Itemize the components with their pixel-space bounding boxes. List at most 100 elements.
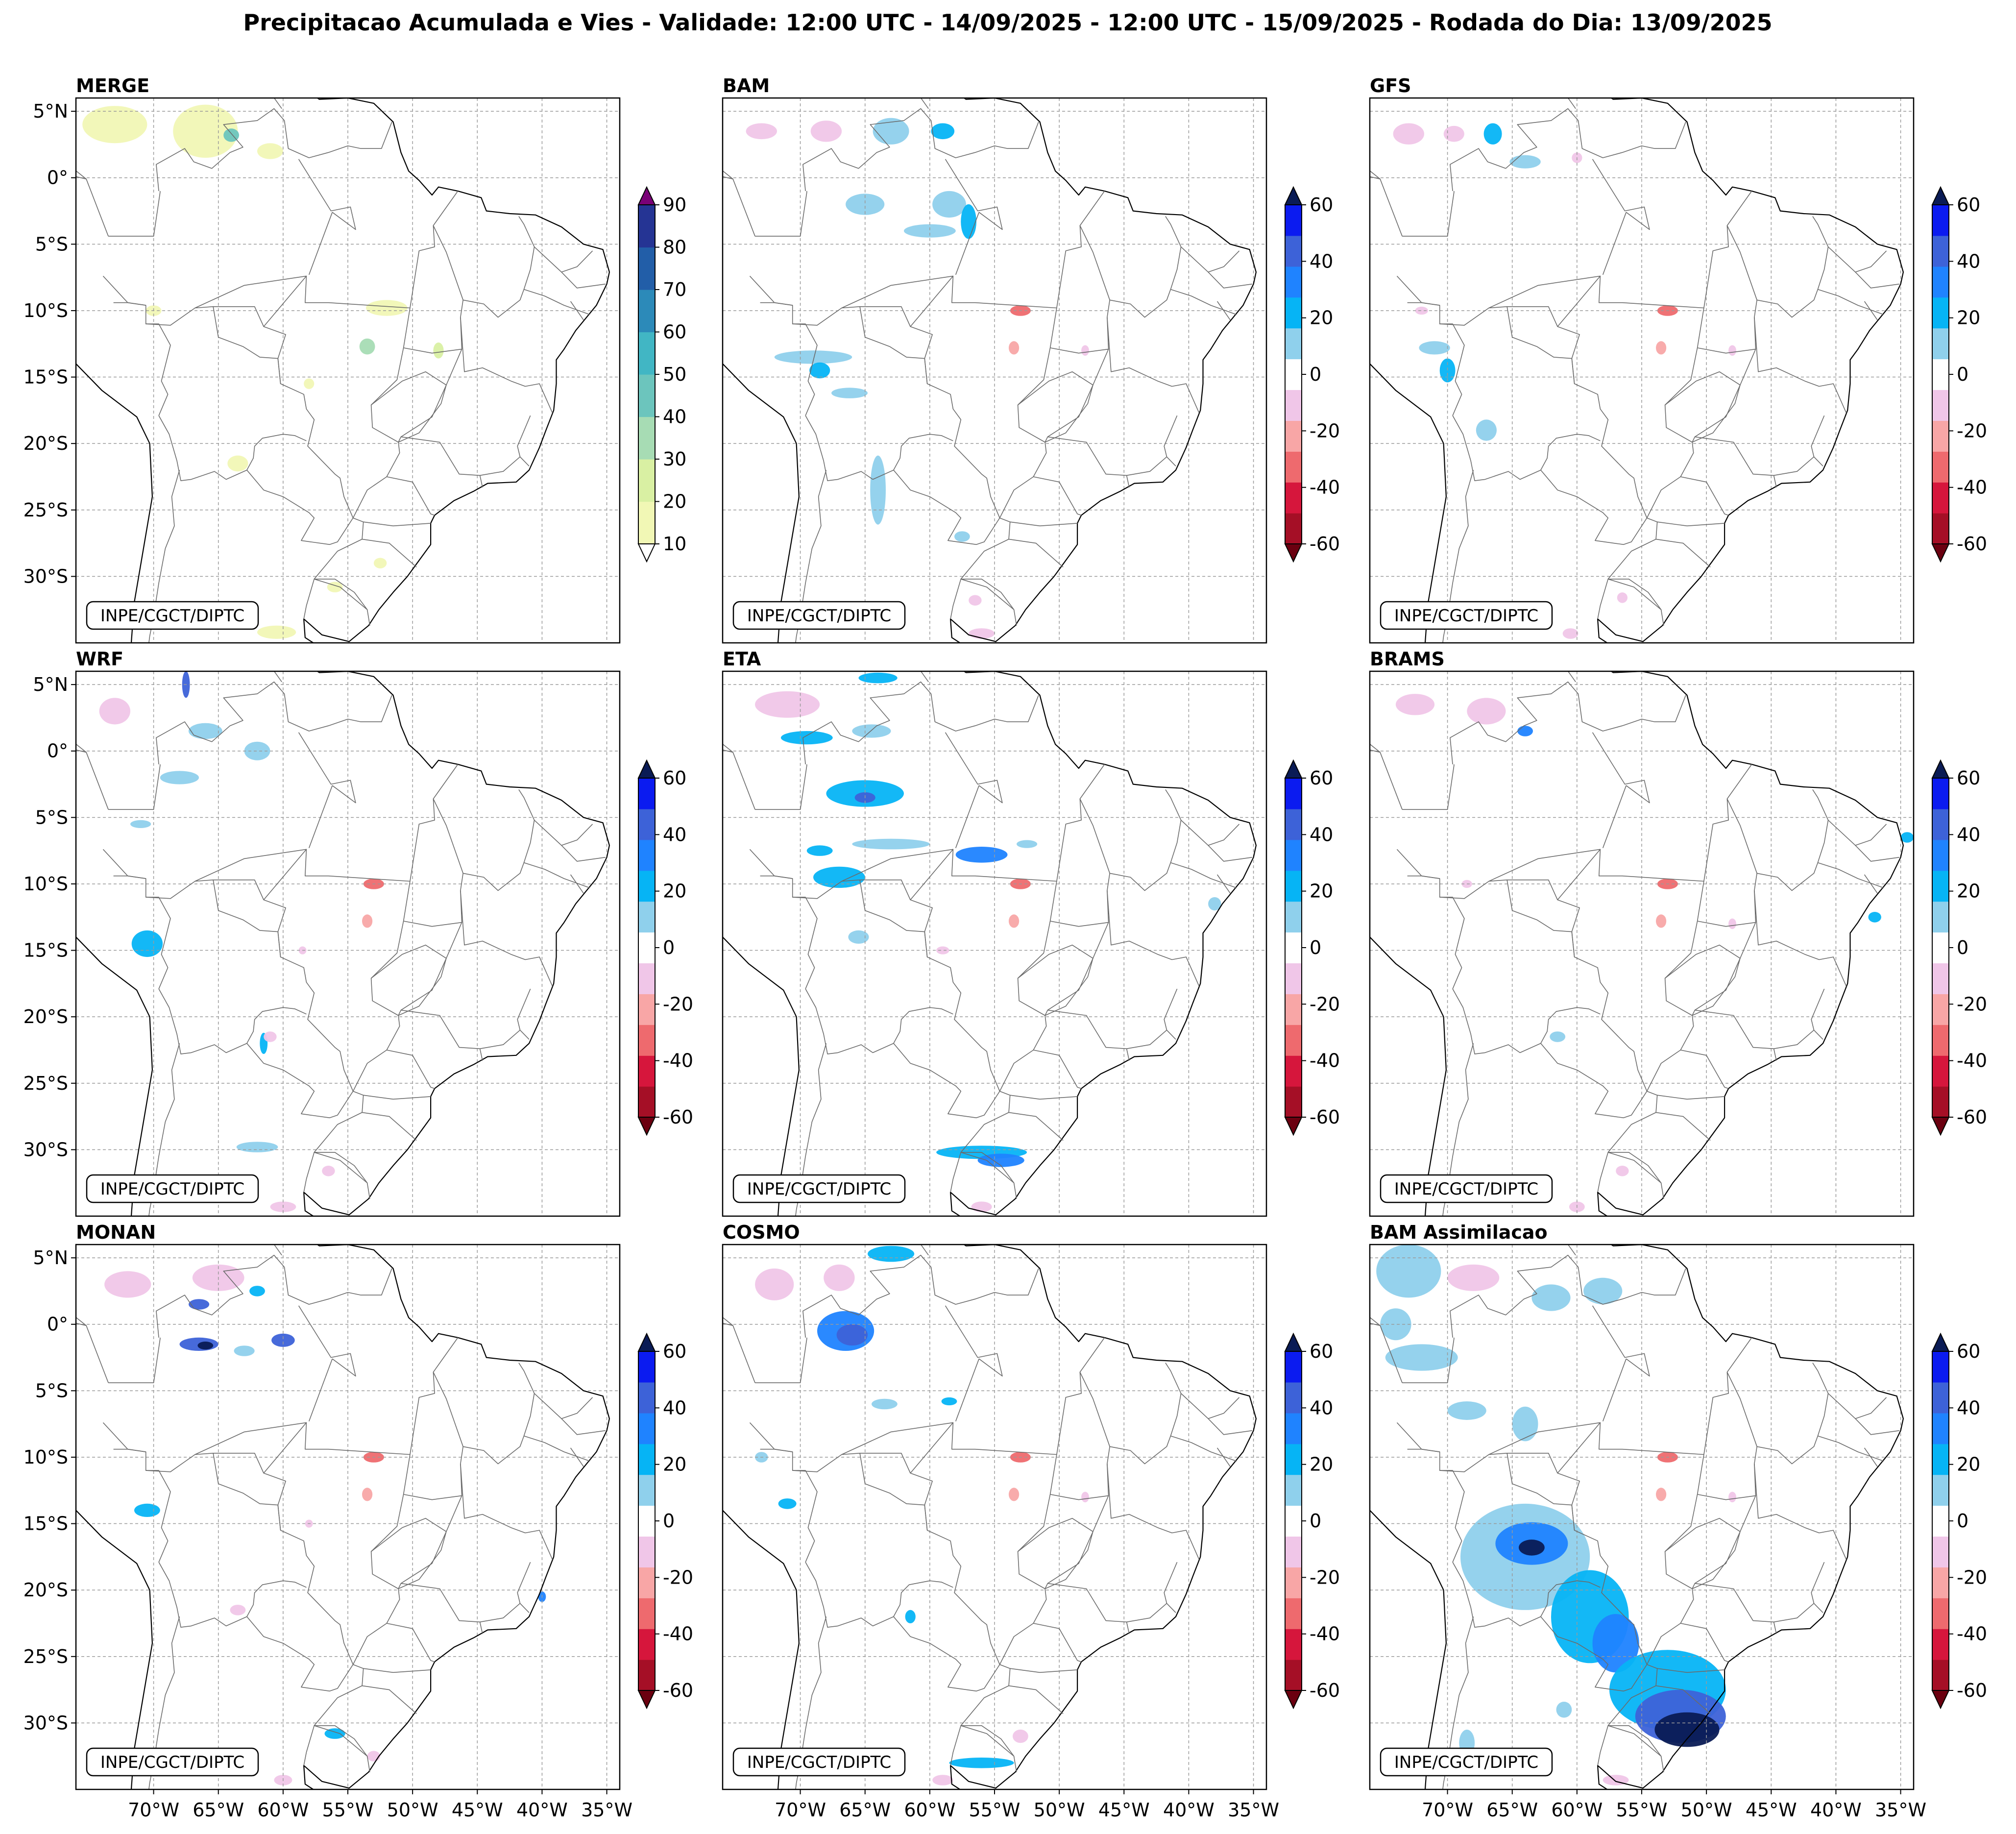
border-line xyxy=(1370,170,1403,237)
colorbar-tick-label: 20 xyxy=(1957,307,1980,329)
border-line xyxy=(463,216,535,318)
field-blob xyxy=(932,1775,953,1785)
field-blob xyxy=(1556,1702,1572,1718)
field-blob xyxy=(1656,1488,1667,1501)
field-blob xyxy=(1395,694,1435,715)
border-line xyxy=(1008,1685,1064,1714)
atlantic-coastline xyxy=(303,1245,610,1789)
border-line xyxy=(1602,1358,1627,1421)
colorbar-segment xyxy=(1285,205,1302,236)
border-line xyxy=(156,108,392,191)
field-blob xyxy=(373,558,387,569)
field-blob xyxy=(780,731,833,745)
border-line xyxy=(841,275,1057,309)
colorbar: 10 20 30 40 50 60 70 80 90 xyxy=(637,186,686,563)
lat-tick-label: 20°S xyxy=(24,1006,68,1027)
border-line xyxy=(1079,764,1105,799)
border-line xyxy=(352,881,411,1092)
colorbar-tick-label: 0 xyxy=(1957,1510,1968,1532)
colorbar-segment xyxy=(1285,870,1302,902)
border-line xyxy=(113,1448,146,1452)
field-blob xyxy=(1385,1344,1458,1371)
colorbar-segment xyxy=(638,994,655,1025)
field-blob xyxy=(1656,914,1667,928)
colorbar-tick-label: -60 xyxy=(1310,1680,1340,1701)
colorbar-segment xyxy=(1285,778,1302,809)
colorbar-tick-label: 0 xyxy=(1310,937,1321,958)
field-blob xyxy=(1656,341,1667,355)
border-line xyxy=(1864,874,1878,894)
colorbar-tick-label: 20 xyxy=(663,880,686,902)
lat-tick-label: 5°S xyxy=(35,233,68,255)
border-line xyxy=(1050,921,1109,959)
border-line xyxy=(273,98,282,109)
border-line xyxy=(1033,476,1082,516)
colorbar-segment xyxy=(1932,1536,1949,1567)
field-blob xyxy=(1393,123,1424,145)
border-line xyxy=(1450,681,1686,764)
colorbar-segment xyxy=(1932,482,1949,514)
border-line xyxy=(1567,98,1576,109)
colorbar-segment xyxy=(1285,1086,1302,1118)
border-line xyxy=(534,820,593,846)
field-blob xyxy=(1081,1492,1089,1503)
credit-badge: INPE/CGCT/DIPTC xyxy=(732,1174,906,1203)
border-line xyxy=(146,323,171,416)
border-line xyxy=(1697,347,1756,386)
border-line xyxy=(1697,921,1756,959)
border-line xyxy=(1657,1095,1725,1100)
border-line xyxy=(400,1531,447,1584)
field-blob xyxy=(870,455,886,525)
colorbar-segment xyxy=(1285,482,1302,514)
border-line xyxy=(999,1454,1057,1665)
colorbar: -60 -40 -20 0 20 40 60 xyxy=(1931,759,1987,1136)
border-line xyxy=(76,749,87,753)
border-line xyxy=(1110,216,1182,318)
field-blob xyxy=(188,723,222,739)
field-blob xyxy=(858,672,898,684)
border-line xyxy=(1597,579,1662,619)
border-line xyxy=(893,1043,1000,1119)
colorbar-tick-label: 0 xyxy=(1310,1510,1321,1532)
field-blob xyxy=(778,1498,797,1509)
border-line xyxy=(795,1616,827,1789)
panel-title: BAM xyxy=(723,75,770,97)
colorbar-segment xyxy=(638,1351,655,1383)
border-line xyxy=(1216,301,1231,320)
field-blob xyxy=(1654,1712,1720,1747)
field-blob xyxy=(1467,698,1506,725)
border-line xyxy=(1811,988,1825,1040)
border-line xyxy=(561,845,606,862)
border-line xyxy=(410,225,463,349)
border-line xyxy=(1010,1095,1078,1100)
lon-tick-label: 60°W xyxy=(1551,1799,1603,1821)
border-line xyxy=(398,1009,480,1050)
border-line xyxy=(298,732,356,804)
field-blob xyxy=(1208,897,1221,911)
colorbar-tick-label: 20 xyxy=(1957,1454,1980,1475)
colorbar-segment xyxy=(638,1382,655,1414)
border-line xyxy=(158,988,307,1054)
field-blob xyxy=(755,1268,794,1300)
border-line xyxy=(1726,191,1752,226)
colorbar-tick-label: -60 xyxy=(663,1680,693,1701)
colorbar-segment xyxy=(1932,1505,1949,1537)
border-line xyxy=(308,785,333,848)
border-line xyxy=(156,1254,392,1338)
border-line xyxy=(860,880,933,957)
field-blob xyxy=(1017,840,1038,848)
colorbar-tick-label: 40 xyxy=(663,824,686,845)
panel-title: BRAMS xyxy=(1370,648,1445,670)
border-line xyxy=(410,798,463,923)
lat-tick-label: 25°S xyxy=(24,1073,68,1094)
border-line xyxy=(1450,108,1686,191)
border-line xyxy=(910,1422,954,1474)
colorbar-segment xyxy=(1932,420,1949,452)
border-line xyxy=(1010,521,1078,527)
colorbar-segment xyxy=(1285,513,1302,544)
field-blob xyxy=(905,1610,916,1623)
lat-tick-label: 15°S xyxy=(24,940,68,961)
field-blob xyxy=(904,224,956,238)
lon-tick-label: 55°W xyxy=(322,1799,374,1821)
border-line xyxy=(1047,958,1093,1011)
